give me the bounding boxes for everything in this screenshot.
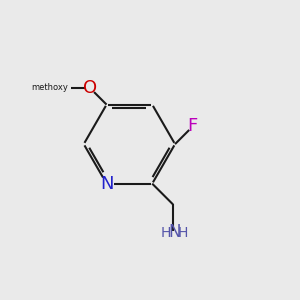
Text: N: N bbox=[168, 223, 181, 241]
Text: O: O bbox=[83, 79, 97, 97]
Text: H: H bbox=[178, 226, 188, 240]
Text: F: F bbox=[188, 117, 198, 135]
Text: N: N bbox=[100, 175, 113, 193]
Text: H: H bbox=[160, 226, 171, 240]
Text: methoxy: methoxy bbox=[31, 83, 68, 92]
